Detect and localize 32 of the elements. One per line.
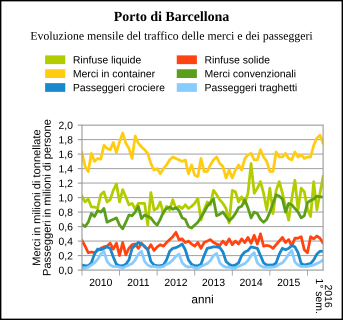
x-tick-label: 2013: [202, 278, 225, 286]
y-tick-label: 0,2: [58, 252, 72, 261]
y-tick-label: 1,0: [59, 194, 73, 203]
chart-title: Porto di Barcellona: [114, 11, 230, 22]
y-tick-label: 2,0: [58, 122, 73, 130]
y-axis-title: Merci in milioni di tonnellate Passeggeri in milioni di persone: [32, 120, 53, 276]
x-axis-title: anni: [192, 294, 213, 304]
x-tick-label: 2015: [278, 278, 300, 286]
legend-label: Passeggeri traghetti: [205, 84, 296, 94]
line-series: [82, 241, 324, 268]
legend-label: Merci in container: [74, 70, 155, 78]
x-tick-label: 2010: [90, 278, 112, 286]
y-tick-label: 0,6: [58, 223, 72, 232]
legend-label: Rinfuse solide: [205, 56, 270, 64]
y-tick-label: 1,8: [59, 136, 72, 145]
x-tick-label: 2014: [240, 278, 262, 286]
x-tick-label: 2012: [164, 278, 187, 286]
y-tick-label: 0,0: [58, 266, 73, 276]
line-series: [82, 231, 324, 257]
y-tick-label: 0,4: [58, 238, 73, 246]
legend-label: Rinfuse liquide: [74, 56, 141, 66]
chart-subtitle: Evoluzione mensile del traffico delle merci e dei passeggeri: [30, 31, 312, 42]
y-tick-label: 1,2: [59, 180, 72, 188]
x-tick-label: 2016 1° sem.: [316, 279, 332, 313]
x-tick-label: 2011: [128, 278, 150, 286]
legend-label: Merci convenzionali: [205, 70, 296, 78]
line-series: [82, 193, 324, 230]
y-tick-label: 1,6: [59, 150, 72, 160]
line-series: [82, 132, 324, 180]
y-tick-label: 1,4: [59, 165, 73, 174]
legend-label: Passeggeri crociere: [74, 84, 164, 94]
y-tick-label: 0,8: [58, 208, 72, 218]
